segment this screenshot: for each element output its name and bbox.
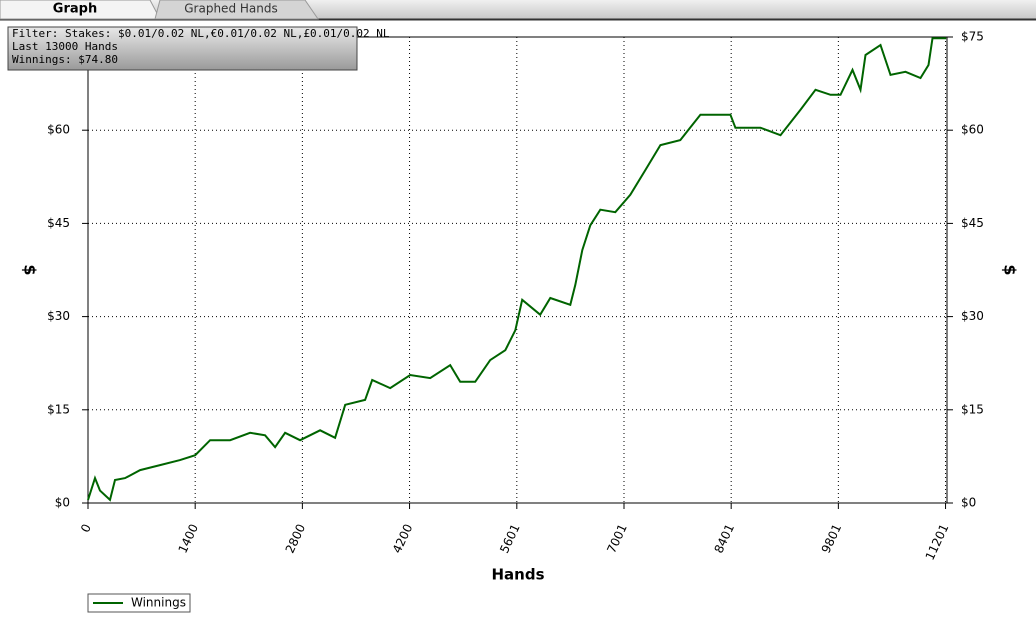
x-tick-label: 4200	[390, 522, 416, 556]
info-line: Winnings: $74.80	[12, 53, 118, 66]
y2-tick-label: $0	[961, 496, 976, 510]
y2-tick-label: $75	[961, 30, 984, 44]
tab-label[interactable]: Graphed Hands	[184, 2, 277, 16]
tab-label[interactable]: Graph	[53, 2, 97, 17]
tab[interactable]	[154, 0, 319, 20]
y-tick-label: $30	[47, 309, 70, 323]
y-tick-label: $45	[47, 216, 70, 230]
y2-tick-label: $30	[961, 309, 984, 323]
x-tick-label: 2800	[283, 522, 309, 556]
x-tick-label: 11201	[923, 522, 952, 563]
x-tick-label: 7001	[604, 522, 630, 556]
x-tick-label: 5601	[497, 522, 523, 556]
legend	[87, 593, 191, 613]
x-tick-label: 8401	[711, 522, 737, 556]
info-line: Last 13000 Hands	[12, 40, 118, 53]
y-tick-label: $15	[47, 402, 70, 416]
y2-tick-label: $15	[961, 402, 984, 416]
info-box	[7, 26, 358, 71]
y-tick-label: $0	[55, 496, 70, 510]
y2-tick-label: $45	[961, 216, 984, 230]
series-line	[87, 37, 947, 502]
y2-tick-label: $60	[961, 123, 984, 137]
y-axis-title: $	[21, 264, 40, 275]
y-tick-label: $60	[47, 123, 70, 137]
info-line: Filter: Stakes: $0.01/0.02 NL,€0.01/0.02…	[12, 27, 390, 40]
x-axis-title: Hands	[491, 566, 544, 584]
legend-label: Winnings	[131, 596, 186, 610]
x-tick-label: 1400	[175, 522, 201, 556]
tab[interactable]	[0, 0, 161, 20]
x-tick-label: 0	[78, 522, 94, 535]
y2-axis-title: $	[1001, 264, 1020, 275]
x-tick-label: 9801	[819, 522, 845, 556]
